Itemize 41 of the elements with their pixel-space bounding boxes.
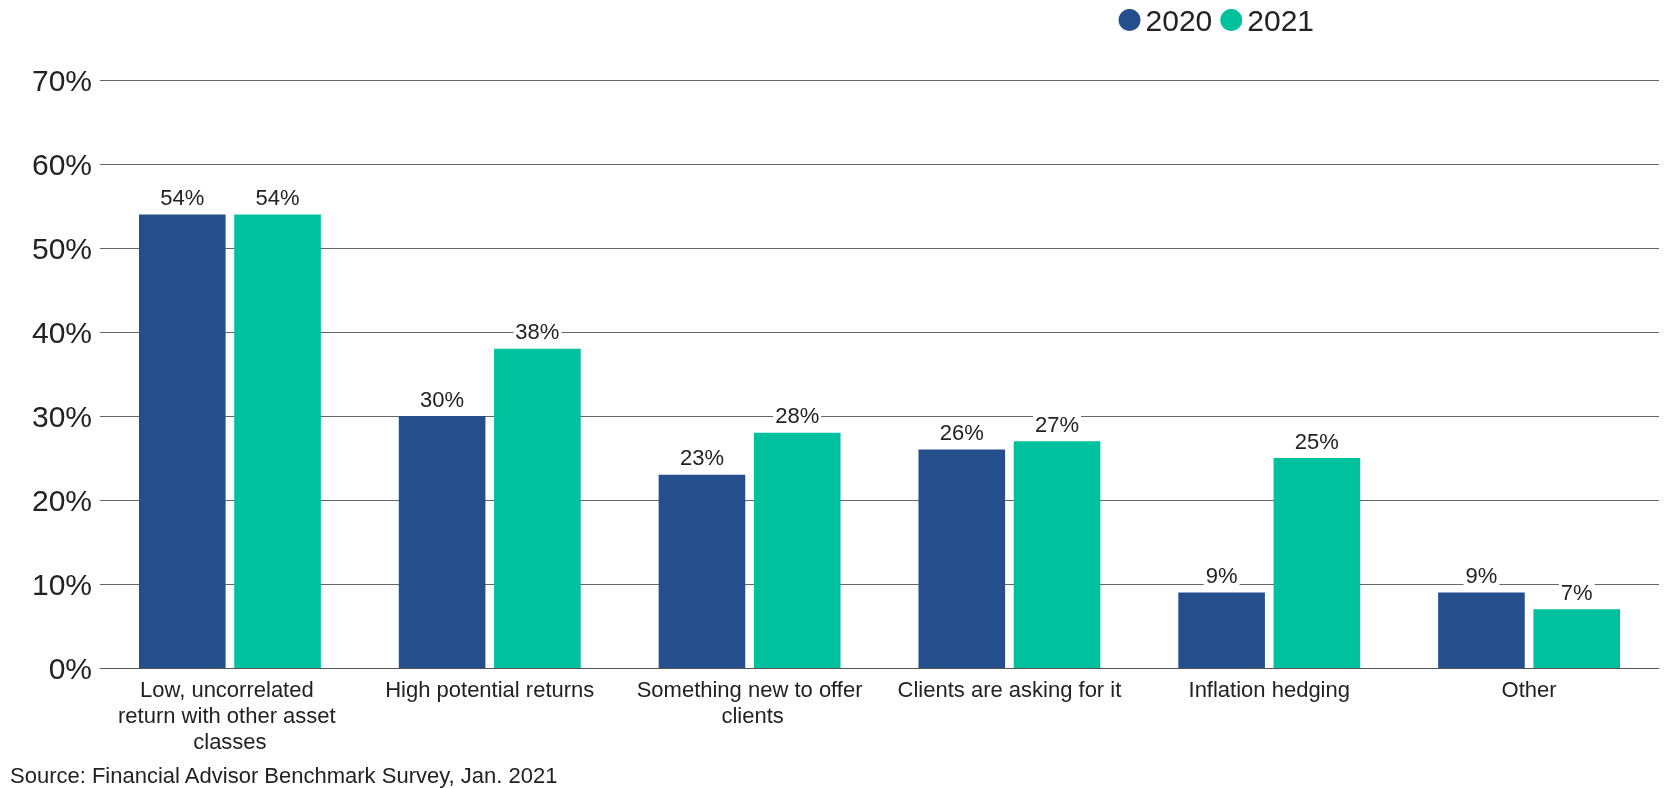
y-tick-label: 0% bbox=[48, 651, 92, 685]
data-label: 54% bbox=[255, 184, 300, 210]
data-label: 9% bbox=[1205, 562, 1238, 588]
legend-label: 2020 bbox=[1145, 3, 1213, 37]
bar bbox=[1273, 458, 1361, 668]
bar bbox=[1438, 592, 1525, 668]
data-label: 7% bbox=[1560, 579, 1593, 605]
data-label: 28% bbox=[775, 403, 820, 429]
y-tick-label: 60% bbox=[31, 147, 92, 181]
bar bbox=[658, 474, 746, 668]
data-label: 38% bbox=[515, 319, 560, 345]
y-tick-label: 10% bbox=[31, 567, 92, 601]
bar bbox=[1178, 592, 1265, 668]
data-label: 23% bbox=[679, 445, 724, 471]
bar bbox=[753, 432, 841, 668]
y-tick-label: 70% bbox=[31, 63, 92, 97]
data-label: 54% bbox=[160, 184, 205, 210]
x-tick-label: High potential returns bbox=[385, 676, 595, 702]
x-tick-label: Something new to offer clients bbox=[636, 676, 863, 728]
bar bbox=[398, 416, 486, 668]
bar bbox=[234, 214, 321, 668]
source-note: Source: Financial Advisor Benchmark Survey, Jan. 2021 bbox=[10, 762, 558, 788]
x-tick-label: Other bbox=[1501, 676, 1557, 702]
y-tick-label: 40% bbox=[31, 315, 92, 349]
legend-label: 2021 bbox=[1247, 3, 1315, 37]
y-tick-label: 50% bbox=[31, 231, 92, 265]
bar bbox=[918, 449, 1006, 668]
data-label: 25% bbox=[1294, 428, 1339, 454]
data-label: 30% bbox=[420, 386, 465, 412]
data-label: 9% bbox=[1465, 562, 1498, 588]
bar bbox=[138, 214, 226, 668]
data-label: 26% bbox=[939, 420, 984, 446]
bar bbox=[1533, 609, 1621, 668]
y-tick-label: 20% bbox=[31, 483, 92, 517]
bar bbox=[1013, 441, 1101, 668]
bar bbox=[494, 348, 581, 668]
x-tick-label: Inflation hedging bbox=[1188, 676, 1350, 702]
y-tick-label: 30% bbox=[31, 399, 92, 433]
x-tick-label: Clients are asking for it bbox=[897, 676, 1122, 702]
x-tick-label: Low, uncorrelated return with other asset classes bbox=[118, 676, 342, 754]
data-label: 27% bbox=[1035, 411, 1080, 437]
